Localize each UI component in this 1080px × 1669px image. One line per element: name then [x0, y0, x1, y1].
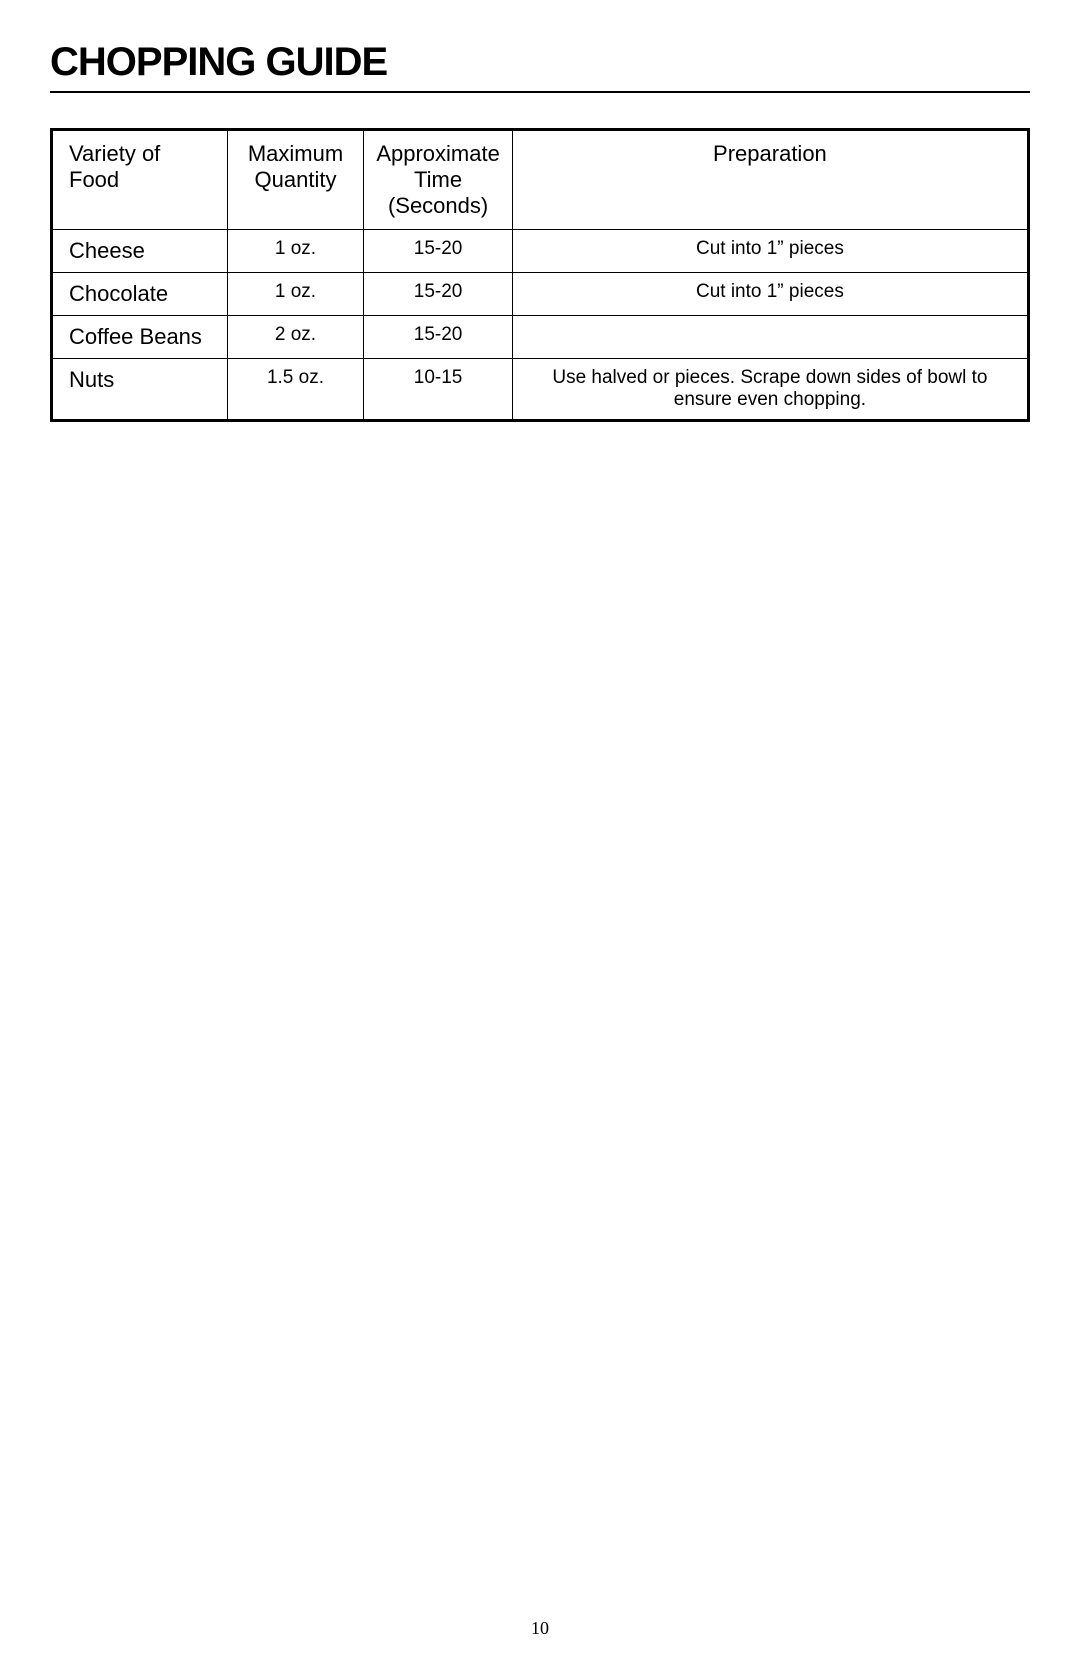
cell-time: 10-15 [364, 359, 513, 421]
table-row: Cheese 1 oz. 15-20 Cut into 1” pieces [52, 230, 1029, 273]
cell-preparation [512, 316, 1028, 359]
cell-food: Cheese [52, 230, 228, 273]
cell-food: Nuts [52, 359, 228, 421]
cell-food: Chocolate [52, 273, 228, 316]
cell-quantity: 2 oz. [227, 316, 364, 359]
chopping-guide-table: Variety of Food Maximum Quantity Approxi… [50, 128, 1030, 422]
table-header-row: Variety of Food Maximum Quantity Approxi… [52, 130, 1029, 230]
table-row: Chocolate 1 oz. 15-20 Cut into 1” pieces [52, 273, 1029, 316]
table-row: Nuts 1.5 oz. 10-15 Use halved or pieces.… [52, 359, 1029, 421]
cell-preparation: Cut into 1” pieces [512, 273, 1028, 316]
table-row: Coffee Beans 2 oz. 15-20 [52, 316, 1029, 359]
cell-quantity: 1 oz. [227, 273, 364, 316]
column-header-time: Approximate Time (Seconds) [364, 130, 513, 230]
column-header-preparation: Preparation [512, 130, 1028, 230]
cell-food: Coffee Beans [52, 316, 228, 359]
cell-time: 15-20 [364, 273, 513, 316]
title-underline [50, 91, 1030, 93]
column-header-food: Variety of Food [52, 130, 228, 230]
cell-preparation: Cut into 1” pieces [512, 230, 1028, 273]
cell-quantity: 1.5 oz. [227, 359, 364, 421]
cell-quantity: 1 oz. [227, 230, 364, 273]
cell-time: 15-20 [364, 230, 513, 273]
cell-time: 15-20 [364, 316, 513, 359]
cell-preparation: Use halved or pieces. Scrape down sides … [512, 359, 1028, 421]
page-title: CHOPPING GUIDE [50, 40, 1030, 85]
page-number: 10 [0, 1618, 1080, 1639]
column-header-quantity: Maximum Quantity [227, 130, 364, 230]
